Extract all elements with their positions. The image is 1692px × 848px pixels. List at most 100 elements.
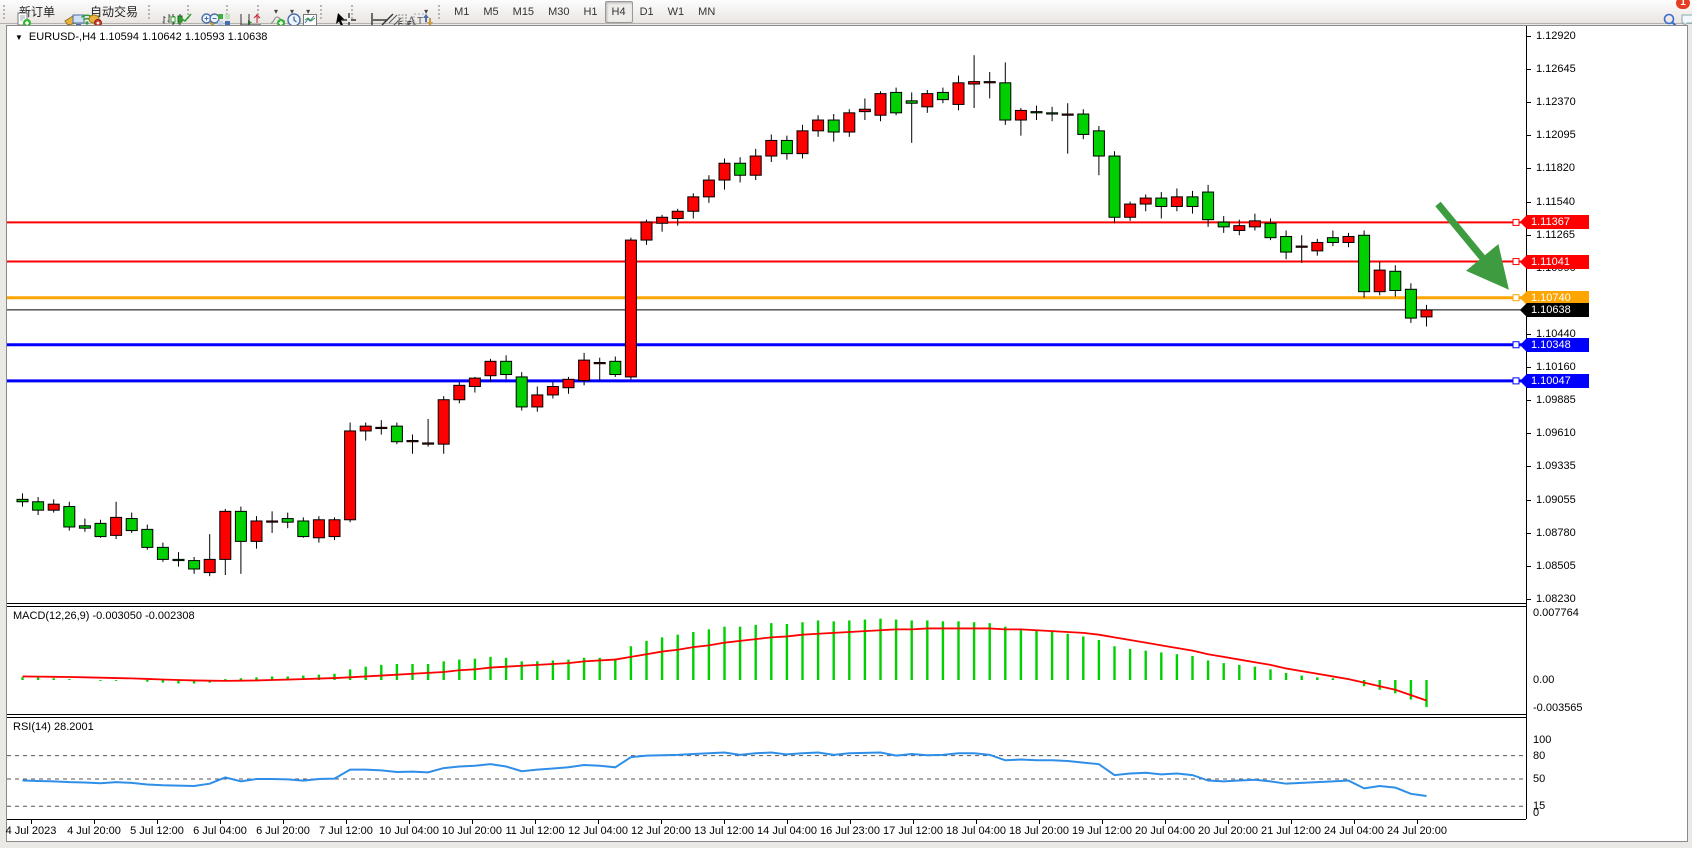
candle-body xyxy=(999,82,1012,121)
candle-body xyxy=(344,430,357,521)
candle-body xyxy=(890,91,903,114)
macd-pane[interactable]: MACD(12,26,9) -0.003050 -0.002308 xyxy=(7,607,1526,714)
auto-scroll-button[interactable] xyxy=(235,1,254,25)
candle-body xyxy=(1326,237,1339,243)
price-tick-label: 1.12095 xyxy=(1536,129,1576,142)
time-label: 17 Jul 12:00 xyxy=(883,825,943,837)
candle-body xyxy=(312,519,325,539)
candle-body xyxy=(609,360,622,376)
time-label: 6 Jul 20:00 xyxy=(256,825,310,837)
line-handle xyxy=(1512,258,1520,266)
time-axis[interactable]: 4 Jul 2023 4 Jul 20:00 5 Jul 12:00 6 Jul… xyxy=(5,820,1526,840)
zoom-in-button[interactable] xyxy=(196,1,215,27)
candle-body xyxy=(515,376,528,408)
timeframe-MN[interactable]: MN xyxy=(698,5,716,18)
time-tick xyxy=(346,820,347,824)
timeframe-W1[interactable]: W1 xyxy=(667,5,685,18)
dropdown-arrow-icon[interactable]: ▾ xyxy=(306,7,311,16)
candle-body xyxy=(593,362,606,365)
timeframe-D1[interactable]: D1 xyxy=(639,5,654,18)
trendline-button[interactable] xyxy=(376,1,394,25)
candle-body xyxy=(1061,113,1074,116)
timeframe-M15[interactable]: M15 xyxy=(512,5,535,18)
candle-body xyxy=(578,359,591,382)
time-label: 14 Jul 04:00 xyxy=(757,825,817,837)
axis-tick xyxy=(1527,532,1531,534)
candle-body xyxy=(406,440,419,443)
chart-shift-button[interactable] xyxy=(243,1,262,25)
price-axis[interactable]: 1.12920 1.12645 1.12370 1.12095 1.11820 … xyxy=(1527,26,1685,605)
time-label: 4 Jul 2023 xyxy=(5,825,57,837)
candle-body xyxy=(468,377,481,388)
timeframe-H4[interactable]: H4 xyxy=(604,0,633,23)
timeframe-M5[interactable]: M5 xyxy=(483,5,499,18)
axis-tick xyxy=(1527,565,1531,567)
candle-body xyxy=(47,503,60,511)
price-chart-pane[interactable] xyxy=(7,26,1526,603)
timeframe-H1[interactable]: H1 xyxy=(583,5,598,18)
timeframe-M1[interactable]: M1 xyxy=(454,5,470,18)
macd-axis[interactable]: 0.007764 0.00 -0.003565 xyxy=(1527,607,1685,714)
pane-separator[interactable] xyxy=(7,717,1526,718)
candle-body xyxy=(1217,221,1230,228)
candle-body xyxy=(656,216,669,224)
toolbar-group-3 xyxy=(223,1,262,25)
pane-separator[interactable] xyxy=(7,603,1526,604)
rsi-pane[interactable]: RSI(14) 28.2001 xyxy=(7,718,1526,819)
hline-button[interactable] xyxy=(368,1,388,23)
chart-legend: ▼ EURUSD-,H4 1.10594 1.10642 1.10593 1.1… xyxy=(15,31,267,43)
time-label: 11 Jul 12:00 xyxy=(505,825,565,837)
candle-body xyxy=(1186,196,1199,207)
axis-tick xyxy=(1527,333,1531,335)
axis-tick xyxy=(1527,102,1531,104)
candle-body xyxy=(546,386,559,396)
candle-body xyxy=(905,100,918,104)
time-tick xyxy=(157,820,158,824)
horn-button[interactable] xyxy=(59,1,77,27)
indicators-button[interactable]: ▾ xyxy=(266,1,286,27)
chevron-down-icon[interactable]: ▼ xyxy=(15,32,23,42)
toolbar-group-2 xyxy=(184,1,231,27)
dropdown-arrow-icon[interactable]: ▾ xyxy=(424,7,429,16)
search-button[interactable] xyxy=(1658,1,1678,27)
tile-windows-button[interactable] xyxy=(212,1,231,26)
notifications-button[interactable]: 1 xyxy=(1676,0,1692,27)
templates-button[interactable]: ▾ xyxy=(298,1,318,26)
candle-body xyxy=(1280,235,1293,253)
candle-body xyxy=(359,425,372,432)
toolbar-group-6: E F A T ▾ xyxy=(348,1,435,28)
pane-separator[interactable] xyxy=(7,606,1526,607)
rsi-axis[interactable]: 100 80 50 15 0 xyxy=(1527,718,1685,819)
channel-button[interactable]: E xyxy=(384,1,403,28)
candle-body xyxy=(562,378,575,389)
axis-tick xyxy=(1527,466,1531,468)
timeframe-M30[interactable]: M30 xyxy=(548,5,570,18)
vline-button[interactable] xyxy=(360,1,373,27)
dropdown-arrow-icon[interactable]: ▾ xyxy=(274,7,279,16)
line-chart-button[interactable] xyxy=(173,1,192,24)
time-label: 24 Jul 04:00 xyxy=(1324,825,1384,837)
periods-button[interactable]: ▾ xyxy=(282,1,301,27)
crosshair-button[interactable] xyxy=(337,1,357,27)
bar-chart-button[interactable] xyxy=(157,1,176,24)
fibonacci-button[interactable]: F xyxy=(392,1,411,28)
candle-body xyxy=(1046,112,1059,115)
time-tick xyxy=(850,820,851,824)
pane-separator[interactable] xyxy=(7,714,1526,715)
candle-body xyxy=(640,221,653,241)
toolbar-button-label: 新订单 xyxy=(19,5,56,19)
candle-body xyxy=(203,558,216,574)
text-button[interactable]: A xyxy=(400,1,417,28)
cursor-button[interactable] xyxy=(329,1,346,26)
candle-body xyxy=(110,516,123,536)
candle-body xyxy=(1202,191,1215,221)
arrows-button[interactable]: ▾ xyxy=(416,1,434,26)
new-order-button[interactable]: 新订单 xyxy=(12,1,59,27)
candle-body xyxy=(94,522,107,538)
candle-body xyxy=(1404,288,1417,319)
candle-body xyxy=(1108,155,1121,218)
autotrade-button[interactable]: 自动交易 xyxy=(83,1,142,27)
candle-body xyxy=(188,560,201,570)
dropdown-arrow-icon[interactable]: ▾ xyxy=(290,7,295,16)
price-tick-label: 1.09335 xyxy=(1536,460,1576,473)
